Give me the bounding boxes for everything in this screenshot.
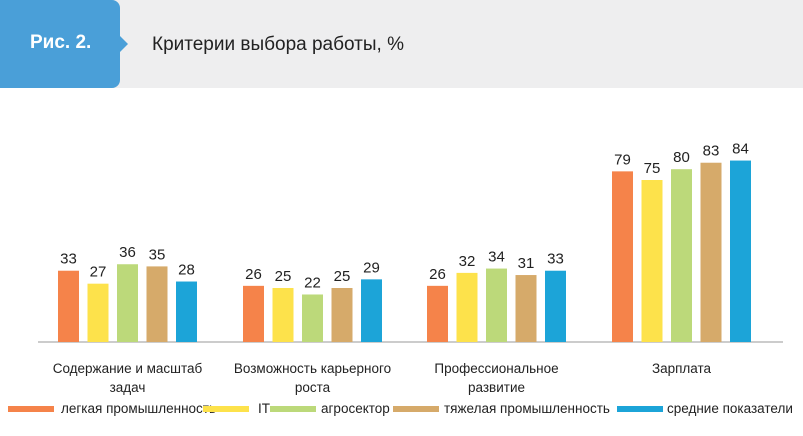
data-label: 31 [518,255,535,272]
bar [641,180,663,342]
bar [117,264,138,342]
legend-swatch [8,406,54,412]
legend-label: легкая промышленность [61,401,216,416]
bar [456,272,478,342]
category-label: роста [295,380,331,395]
bar [700,162,722,342]
data-label: 80 [673,149,690,166]
data-label: 36 [119,244,136,261]
data-label: 26 [245,266,262,283]
data-label: 22 [304,274,321,291]
bar [730,160,751,342]
data-label: 25 [334,268,351,285]
category-label: Возможность карьерного [234,361,391,376]
data-label: 84 [732,141,749,158]
bar [87,283,109,342]
category-label: задач [110,380,146,395]
figure-badge-shape [0,0,128,88]
data-label: 25 [275,268,292,285]
bar [486,268,507,342]
category-label: Профессиональное [434,361,558,376]
bar [427,285,448,342]
category-label: Зарплата [652,361,712,376]
legend-swatch [393,406,439,412]
legend-label: средние показатели [667,401,793,416]
legend-swatch [617,406,663,412]
data-label: 27 [90,264,107,281]
data-label: 34 [488,249,505,266]
bar [272,288,294,342]
data-label: 32 [459,253,476,270]
bar [146,266,168,342]
data-label: 83 [703,143,720,160]
bar [243,285,264,342]
legend-label: тяжелая промышленность [444,401,610,416]
bar [671,169,692,342]
bar [612,171,633,342]
data-label: 79 [614,151,631,168]
header-band [0,0,803,88]
category-label: развитие [468,380,525,395]
data-label: 26 [429,266,446,283]
data-label: 75 [644,160,661,177]
chart-title: Критерии выбора работы, % [152,34,404,55]
bar [58,270,79,342]
bar [302,294,323,342]
figure-label: Рис. 2. [30,32,92,53]
data-label: 28 [178,262,195,279]
bar [176,281,197,342]
legend-label: агросектор [321,401,390,416]
bar [361,279,382,342]
legend-label: IT [258,401,270,416]
bar [545,270,566,342]
figure-badge: Рис. 2. [0,0,135,88]
category-label: Содержание и масштаб [53,361,203,376]
bar [331,288,353,342]
chart-svg: 33 27 36 35 28 Содержание и масштаб задач 26 25 2… [8,141,793,416]
data-label: 33 [60,251,77,268]
data-label: 29 [363,259,380,276]
legend-swatch [270,406,316,412]
data-label: 35 [149,246,166,263]
data-label: 33 [547,251,564,268]
chart-area: 33 27 36 35 28 Содержание и масштаб задач 26 25 2… [0,88,803,431]
bar [515,275,537,342]
legend-swatch [203,406,249,412]
